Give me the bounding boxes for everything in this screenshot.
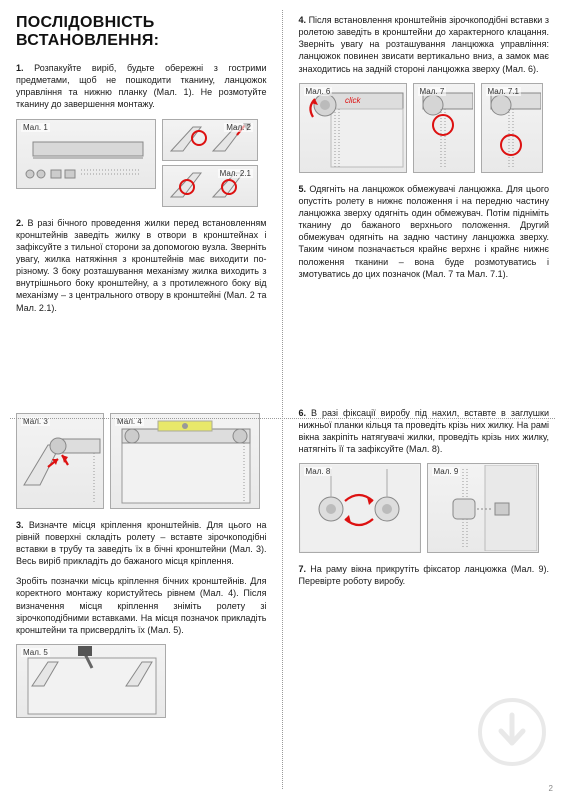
figure-7-1: Мал. 7.1: [481, 83, 543, 173]
figrow-3-4: Мал. 3 Мал. 4: [16, 413, 267, 509]
figure-5-caption: Мал. 5: [21, 648, 50, 657]
figrow-1-2: Мал. 1 Мал. 2: [16, 119, 267, 207]
figure-7: Мал. 7: [413, 83, 475, 173]
quadrant-bottom-left: Мал. 3 Мал. 4: [0, 393, 283, 799]
figure-1-illustration: [21, 124, 151, 184]
quadrant-top-left: ПОСЛІДОВНІСТЬ ВСТАНОВЛЕННЯ: 1. Розпакуйт…: [0, 0, 283, 393]
figure-2-1-caption: Мал. 2.1: [218, 169, 253, 178]
figure-6-caption: Мал. 6: [304, 87, 333, 96]
figure-2-caption: Мал. 2: [224, 123, 253, 132]
figure-7-illustration: [415, 85, 473, 171]
step-3b-body: Зробіть позначки місць кріплення бічних …: [16, 576, 267, 635]
figure-5: Мал. 5: [16, 644, 166, 718]
watermark-icon: [477, 697, 547, 767]
instruction-page: ПОСЛІДОВНІСТЬ ВСТАНОВЛЕННЯ: 1. Розпакуйт…: [0, 0, 565, 799]
figrow-8-9: Мал. 8 Мал. 9: [299, 463, 550, 553]
figrow-6-7: Мал. 6 click Мал. 7: [299, 83, 550, 173]
figrow-5: Мал. 5: [16, 644, 267, 718]
step-2-text: 2. В разі бічного проведення жилки перед…: [16, 217, 267, 314]
figure-3: Мал. 3: [16, 413, 104, 509]
page-number: 2: [549, 784, 553, 793]
step-3a-text: 3. Визначте місця кріплення кронштейнів.…: [16, 519, 267, 568]
figure-1: Мал. 1: [16, 119, 156, 189]
figure-8-caption: Мал. 8: [304, 467, 333, 476]
step-6-text: 6. В разі фіксації виробу під нахил, вст…: [299, 407, 550, 456]
figure-3-illustration: [18, 415, 102, 507]
figure-7-1-caption: Мал. 7.1: [486, 87, 521, 96]
figure-4-illustration: [112, 415, 258, 507]
horizontal-divider: [10, 418, 555, 419]
figure-6: Мал. 6 click: [299, 83, 407, 173]
figure-8-illustration: [301, 465, 419, 551]
vertical-divider: [282, 10, 283, 789]
figure-7-caption: Мал. 7: [418, 87, 447, 96]
figure-4: Мал. 4: [110, 413, 260, 509]
step-5-body: Одягніть на ланцюжок обмежувачі ланцюжка…: [299, 184, 550, 279]
figure-1-caption: Мал. 1: [21, 123, 50, 132]
figure-9-illustration: [429, 465, 537, 551]
step-6-body: В разі фіксації виробу під нахил, вставт…: [299, 408, 550, 454]
step-3a-body: Визначте місця кріплення кронштейнів. Дл…: [16, 520, 267, 566]
figure-2-1: Мал. 2.1: [162, 165, 258, 207]
step-7-text: 7. На раму вікна прикрутіть фіксатор лан…: [299, 563, 550, 587]
figure-8: Мал. 8: [299, 463, 421, 553]
click-label: click: [345, 96, 362, 105]
step-2-body: В разі бічного проведення жилки перед вс…: [16, 218, 267, 313]
quadrant-bottom-right: 6. В разі фіксації виробу під нахил, вст…: [283, 393, 565, 799]
figure-6-illustration: click: [301, 85, 405, 171]
step-4-text: 4. Після встановлення кронштейнів зірочк…: [299, 14, 550, 75]
figure-9-caption: Мал. 9: [432, 467, 461, 476]
step-7-body: На раму вікна прикрутіть фіксатор ланцюж…: [299, 564, 550, 586]
step-5-text: 5. Одягніть на ланцюжок обмежувачі ланцю…: [299, 183, 550, 280]
step-1-text: 1. Розпакуйте виріб, будьте обережні з г…: [16, 62, 267, 111]
page-title: ПОСЛІДОВНІСТЬ ВСТАНОВЛЕННЯ:: [16, 14, 267, 50]
step-3b-text: Зробіть позначки місць кріплення бічних …: [16, 575, 267, 636]
quadrant-top-right: 4. Після встановлення кронштейнів зірочк…: [283, 0, 565, 393]
figure-9: Мал. 9: [427, 463, 539, 553]
figure-2: Мал. 2: [162, 119, 258, 161]
step-1-body: Розпакуйте виріб, будьте обережні з гост…: [16, 63, 267, 109]
step-4-body: Після встановлення кронштейнів зірочкопо…: [299, 15, 550, 74]
figure-7-1-illustration: [483, 85, 541, 171]
